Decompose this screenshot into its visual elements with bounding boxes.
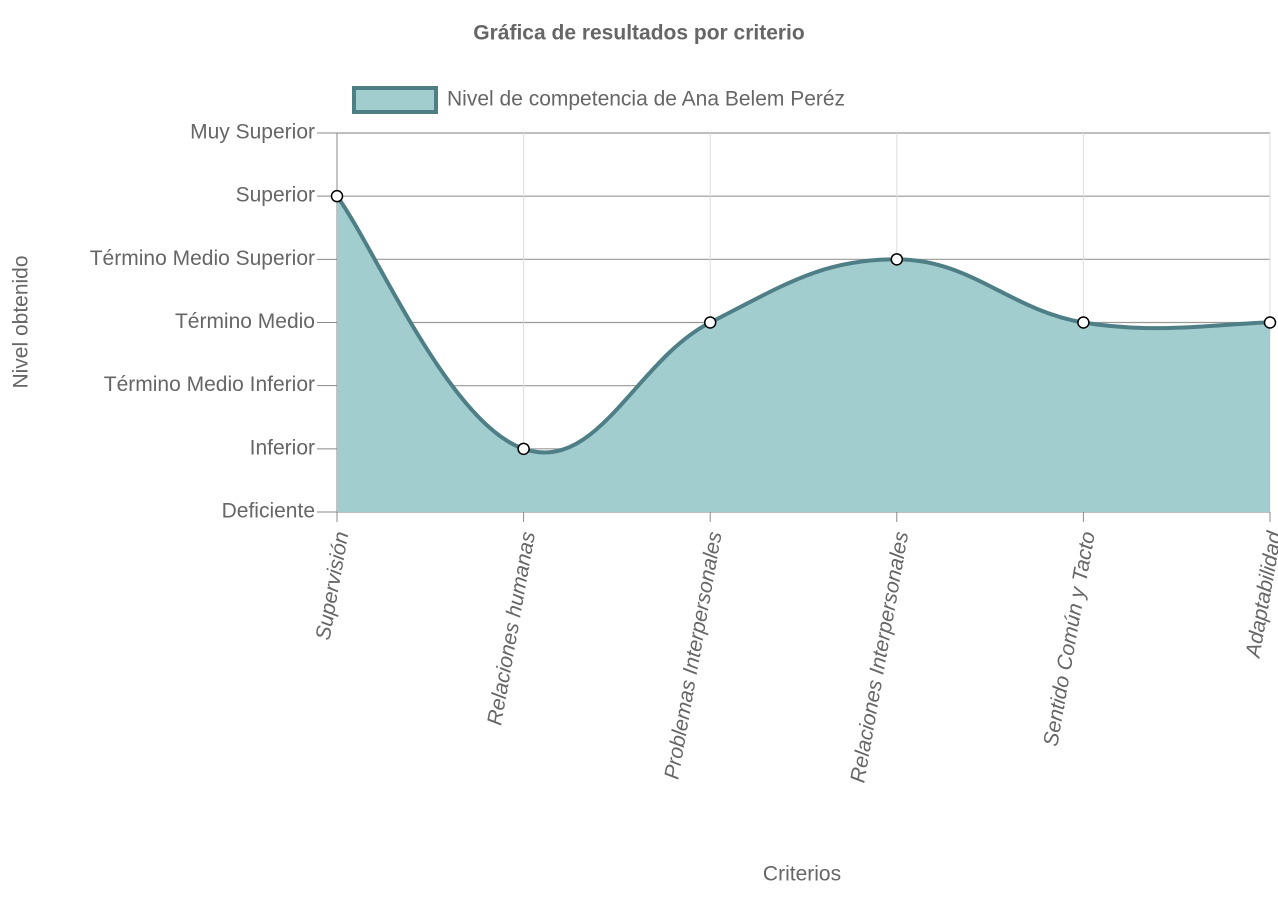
point <box>330 189 344 203</box>
y-tick-label: Término Medio Inferior <box>104 373 315 396</box>
area <box>337 196 1270 512</box>
y-tick-label: Deficiente <box>222 500 315 523</box>
point <box>703 316 717 329</box>
x-tick-label: Supervisión <box>312 530 354 642</box>
x-tick-label: Relaciones Interpersonales <box>846 529 913 784</box>
y-tick-label: Superior <box>236 184 315 207</box>
x-tick-label: Relaciones humanas <box>483 529 540 727</box>
point <box>1077 316 1090 329</box>
point <box>517 442 530 456</box>
y-tick-label: Inferior <box>250 436 315 459</box>
chart-title: Gráfica de resultados por criterio <box>473 22 804 45</box>
point <box>890 253 904 266</box>
point <box>1263 316 1277 329</box>
legend-swatch <box>352 86 438 114</box>
x-tick-label: Problemas Interpersonales <box>660 529 726 781</box>
y-tick-label: Término Medio Superior <box>90 247 315 270</box>
x-tick-label: Sentido Común y Tacto <box>1039 530 1099 749</box>
legend-label: Nivel de competencia de Ana Belem Peréz <box>447 88 845 111</box>
y-tick-label: Término Medio <box>175 310 315 333</box>
x-tick-label: Adaptabilidad <box>1241 529 1278 662</box>
y-tick-label: Muy Superior <box>190 121 315 144</box>
y-axis-label: Nivel obtenido <box>10 255 33 388</box>
x-axis-label: Criterios <box>763 863 841 886</box>
